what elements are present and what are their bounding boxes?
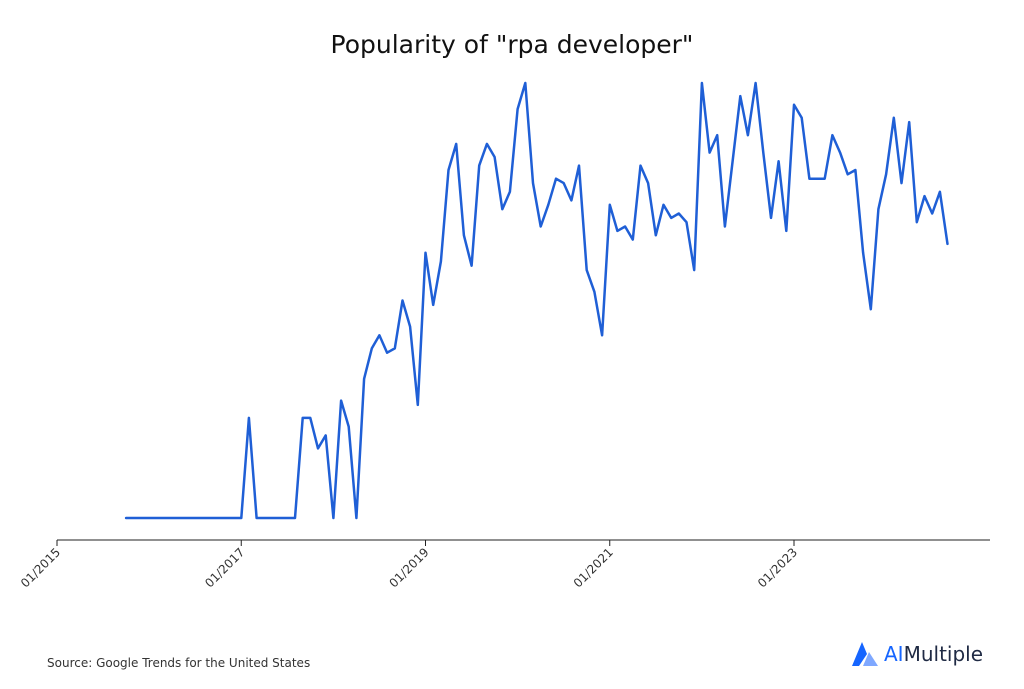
x-tick-label: 01/2019	[386, 545, 431, 590]
x-tick-label: 01/2021	[571, 545, 616, 590]
x-tick-label: 01/2017	[202, 545, 247, 590]
logo-text-multiple: Multiple	[903, 642, 984, 666]
logo-text: AIMultiple	[884, 642, 983, 666]
data-points	[126, 83, 948, 518]
logo-text-ai: AI	[884, 642, 904, 666]
x-ticks: 01/2015 01/2017 01/2019 01/2021 01/2023	[18, 540, 800, 590]
chart-title: Popularity of "rpa developer"	[330, 30, 694, 59]
x-tick-label: 01/2015	[18, 545, 63, 590]
x-tick-label: 01/2023	[755, 545, 800, 590]
source-note: Source: Google Trends for the United Sta…	[47, 656, 311, 670]
series-line	[124, 81, 949, 520]
aimultiple-logo-icon	[852, 642, 878, 666]
brand-logo: AIMultiple	[850, 640, 983, 668]
